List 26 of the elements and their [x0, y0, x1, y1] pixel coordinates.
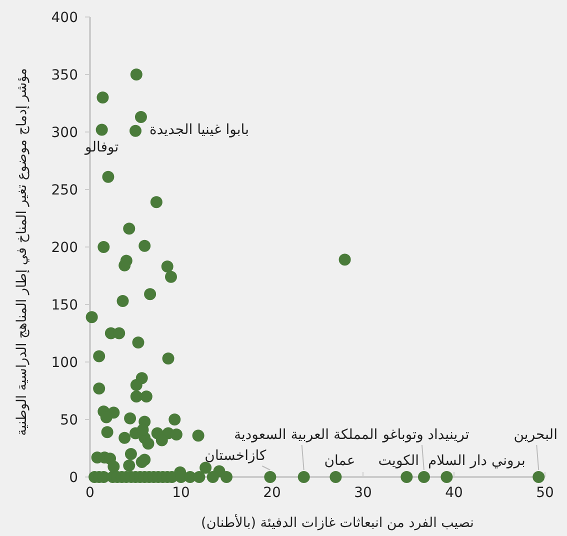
- y-axis-title: مؤشر إدماج موضوع تغير المناخ في إطار المناهج الدراسية الوطنية: [14, 68, 30, 436]
- annotation: الكويت: [378, 453, 420, 469]
- x-tick-label: 0: [86, 485, 94, 501]
- y-tick-label: 200: [51, 240, 78, 256]
- annotation: بابوا غينيا الجديدة: [150, 122, 249, 138]
- x-tick-label: 30: [354, 485, 372, 501]
- y-tick-label: 350: [51, 68, 78, 84]
- y-tick-label: 100: [51, 355, 78, 371]
- y-tick-label: 250: [51, 182, 78, 198]
- annotation: بروني دار السلام: [428, 453, 526, 469]
- annotation: ترينيداد وتوباغو: [382, 427, 470, 443]
- y-tick-label: 50: [60, 412, 78, 428]
- x-tick-label: 40: [445, 485, 463, 501]
- annotation: توفالو: [84, 140, 119, 156]
- annotation: كازاخستان: [204, 448, 267, 464]
- y-tick-label: 150: [51, 298, 78, 314]
- x-tick-label: 20: [263, 485, 281, 501]
- annotation: عمان: [324, 453, 356, 469]
- annotation: المملكة العربية السعودية: [234, 427, 378, 443]
- x-tick-label: 10: [172, 485, 190, 501]
- y-tick-label: 0: [69, 470, 78, 486]
- y-tick-label: 300: [51, 125, 78, 141]
- x-tick-label: 50: [536, 485, 554, 501]
- y-tick-label: 400: [51, 10, 78, 26]
- annotation: البحرين: [514, 427, 558, 443]
- x-axis-title: نصيب الفرد من انبعاثات غازات الدفيئة (بالأطنان): [201, 514, 474, 531]
